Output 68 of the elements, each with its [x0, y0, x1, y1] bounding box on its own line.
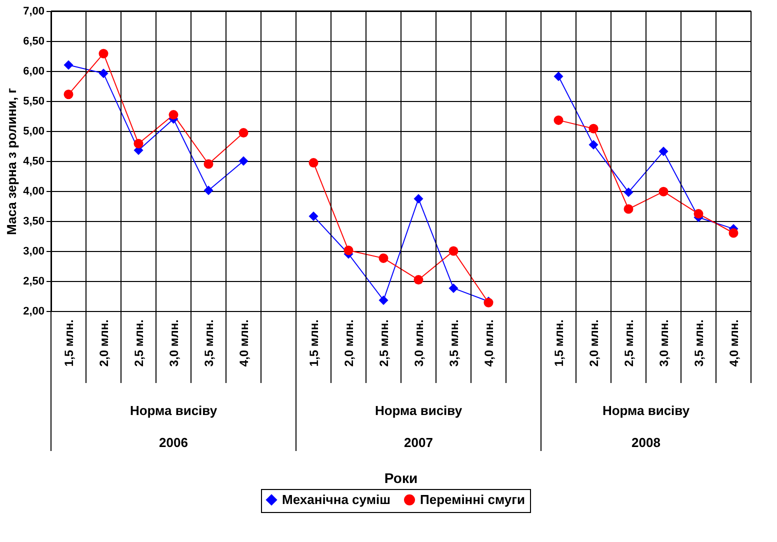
y-tick-label: 3,00: [23, 246, 44, 258]
point: [238, 128, 248, 138]
point: [448, 283, 458, 293]
x-tick-label: 2,0 млн.: [587, 320, 601, 367]
x-tick-label: 4,0 млн.: [727, 320, 741, 367]
point: [448, 246, 458, 256]
text: Норма висіву: [130, 403, 218, 418]
point: [98, 68, 108, 78]
point: [134, 138, 144, 148]
point: [204, 159, 214, 169]
x-tick-label: 3,0 млн.: [167, 320, 181, 367]
point: [204, 186, 214, 196]
x-tick-label: 2,5 млн.: [622, 320, 636, 367]
x-tick-label: 2,5 млн.: [132, 320, 146, 367]
point: [554, 115, 564, 125]
point: [344, 246, 354, 256]
x-tick-label: 2,0 млн.: [342, 320, 356, 367]
y-tick-label: 7,00: [23, 6, 44, 18]
x-tick-label: 3,5 млн.: [202, 320, 216, 367]
x-tick-label: 1,5 млн.: [62, 320, 76, 367]
x-tick-label: 3,5 млн.: [447, 320, 461, 367]
legend-label: Перемінні смуги: [420, 492, 526, 507]
point: [624, 187, 634, 197]
y-tick-label: 6,00: [23, 66, 44, 78]
point: [168, 110, 178, 120]
point: [308, 211, 318, 221]
y-tick-label: 4,50: [23, 156, 44, 168]
text: 2006: [159, 435, 188, 450]
point: [658, 186, 668, 196]
text: 2008: [632, 435, 660, 450]
x-tick-label: 4,0 млн.: [237, 320, 251, 367]
x-tick-label: 3,0 млн.: [657, 320, 671, 367]
point: [694, 209, 704, 219]
text: Норма висіву: [374, 403, 463, 418]
point: [308, 158, 318, 168]
y-tick-label: 4,00: [23, 186, 44, 198]
x-tick-label: 3,5 млн.: [692, 320, 706, 367]
x-tick-label: 3,0 млн.: [412, 320, 426, 367]
y-tick-label: 6,50: [23, 36, 44, 48]
y-axis-title: Маса зерна з ролини, г: [4, 87, 20, 235]
legend-label: Механічна суміш: [282, 492, 390, 507]
point: [378, 295, 388, 305]
x-tick-label: 2,5 млн.: [377, 320, 391, 367]
point: [624, 204, 634, 214]
x-tick-label: 1,5 млн.: [307, 320, 321, 367]
y-tick-label: 2,50: [23, 276, 44, 288]
point: [238, 156, 248, 166]
x-tick-label: 4,0 млн.: [482, 320, 496, 367]
point: [588, 124, 598, 134]
y-tick-label: 3,50: [23, 216, 44, 228]
point: [658, 146, 668, 156]
text: 2007: [404, 435, 433, 450]
y-tick-label: 2,00: [23, 306, 44, 318]
point: [414, 194, 424, 204]
text: Роки: [384, 470, 418, 486]
point: [588, 140, 598, 150]
point: [64, 90, 74, 100]
point: [98, 48, 108, 58]
point: [378, 253, 388, 263]
point: [554, 72, 564, 82]
text: Норма висіву: [602, 403, 690, 418]
y-tick-label: 5,50: [23, 96, 44, 108]
point: [414, 275, 424, 285]
x-tick-label: 2,0 млн.: [97, 320, 111, 367]
point: [64, 60, 74, 70]
y-tick-label: 5,00: [23, 126, 44, 138]
x-tick-label: 1,5 млн.: [552, 320, 566, 367]
point: [728, 228, 738, 238]
